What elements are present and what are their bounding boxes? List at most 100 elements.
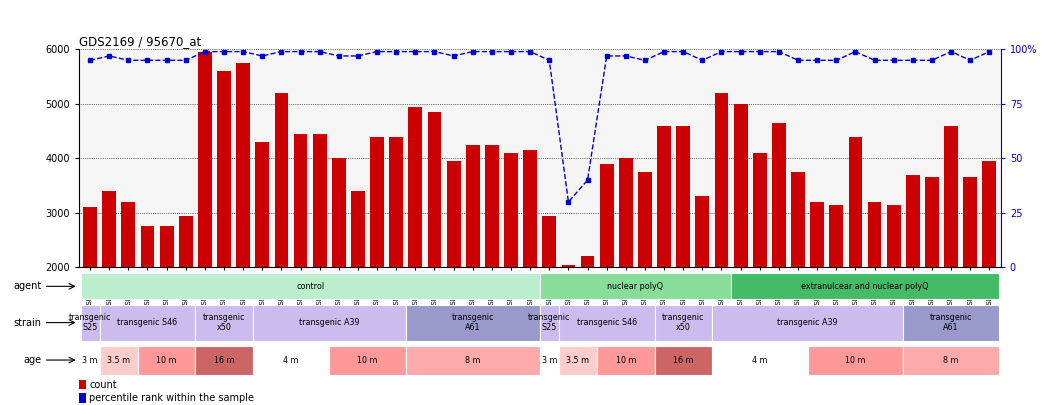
Bar: [905, 175, 920, 267]
Bar: [696, 196, 709, 267]
Text: percentile rank within the sample: percentile rank within the sample: [89, 393, 254, 403]
Bar: [734, 104, 747, 267]
Text: 3 m: 3 m: [83, 356, 97, 364]
Bar: [329, 345, 406, 375]
Bar: [523, 150, 537, 267]
Text: 3.5 m: 3.5 m: [107, 356, 130, 364]
Text: transgenic
A61: transgenic A61: [930, 313, 973, 332]
Bar: [79, 380, 86, 389]
Bar: [79, 393, 86, 403]
Bar: [351, 191, 365, 267]
Bar: [829, 205, 844, 267]
Text: 8 m: 8 m: [465, 356, 480, 364]
Text: 4 m: 4 m: [752, 356, 767, 364]
Bar: [81, 305, 100, 341]
Text: transgenic
S25: transgenic S25: [528, 313, 570, 332]
Bar: [140, 226, 154, 267]
Bar: [100, 345, 138, 375]
Bar: [808, 345, 903, 375]
Text: transgenic A39: transgenic A39: [778, 318, 838, 327]
Text: transgenic
x50: transgenic x50: [202, 313, 245, 332]
Text: nuclear polyQ: nuclear polyQ: [608, 282, 663, 291]
Bar: [712, 305, 903, 341]
Text: 10 m: 10 m: [156, 356, 177, 364]
Text: transgenic A39: transgenic A39: [299, 318, 359, 327]
Bar: [256, 142, 269, 267]
Bar: [446, 161, 460, 267]
Bar: [559, 345, 597, 375]
Bar: [715, 93, 728, 267]
Bar: [925, 177, 939, 267]
Bar: [485, 145, 499, 267]
Bar: [540, 273, 732, 299]
Bar: [428, 112, 441, 267]
Bar: [638, 172, 652, 267]
Bar: [198, 52, 212, 267]
Bar: [712, 345, 808, 375]
Bar: [466, 145, 480, 267]
Text: transgenic S46: transgenic S46: [117, 318, 177, 327]
Bar: [236, 63, 250, 267]
Text: extranulcear and nuclear polyQ: extranulcear and nuclear polyQ: [802, 282, 929, 291]
Bar: [195, 305, 253, 341]
Text: 16 m: 16 m: [673, 356, 694, 364]
Bar: [581, 256, 594, 267]
Bar: [903, 305, 999, 341]
Bar: [332, 158, 346, 267]
Text: transgenic
S25: transgenic S25: [69, 313, 111, 332]
Bar: [559, 305, 655, 341]
Bar: [409, 107, 422, 267]
Text: age: age: [24, 355, 42, 365]
Bar: [562, 264, 575, 267]
Text: control: control: [296, 282, 324, 291]
Bar: [772, 123, 786, 267]
Bar: [791, 172, 805, 267]
Bar: [389, 136, 403, 267]
Bar: [217, 71, 231, 267]
Bar: [619, 158, 633, 267]
Bar: [963, 177, 977, 267]
Text: 3.5 m: 3.5 m: [566, 356, 590, 364]
Text: 10 m: 10 m: [357, 356, 377, 364]
Bar: [275, 93, 288, 267]
Bar: [903, 345, 999, 375]
Text: 10 m: 10 m: [615, 356, 636, 364]
Bar: [887, 205, 900, 267]
Bar: [543, 215, 556, 267]
Bar: [81, 273, 540, 299]
Bar: [540, 305, 559, 341]
Bar: [944, 126, 958, 267]
Bar: [597, 345, 655, 375]
Bar: [138, 345, 195, 375]
Text: strain: strain: [14, 318, 42, 328]
Text: 10 m: 10 m: [845, 356, 866, 364]
Text: transgenic S46: transgenic S46: [576, 318, 637, 327]
Bar: [122, 202, 135, 267]
Bar: [655, 305, 712, 341]
Bar: [655, 345, 712, 375]
Bar: [810, 202, 824, 267]
Bar: [179, 215, 193, 267]
Bar: [100, 305, 195, 341]
Text: 16 m: 16 m: [214, 356, 235, 364]
Text: 3 m: 3 m: [542, 356, 558, 364]
Text: 8 m: 8 m: [943, 356, 959, 364]
Bar: [599, 164, 613, 267]
Bar: [540, 345, 559, 375]
Text: count: count: [89, 379, 116, 390]
Bar: [676, 126, 691, 267]
Text: agent: agent: [14, 281, 42, 291]
Bar: [982, 161, 997, 267]
Bar: [732, 273, 999, 299]
Bar: [293, 134, 307, 267]
Bar: [406, 345, 540, 375]
Bar: [103, 191, 116, 267]
Bar: [657, 126, 671, 267]
Text: 4 m: 4 m: [283, 356, 299, 364]
Bar: [868, 202, 881, 267]
Bar: [81, 345, 100, 375]
Bar: [253, 305, 406, 341]
Bar: [195, 345, 253, 375]
Text: GDS2169 / 95670_at: GDS2169 / 95670_at: [79, 35, 201, 48]
Bar: [370, 136, 384, 267]
